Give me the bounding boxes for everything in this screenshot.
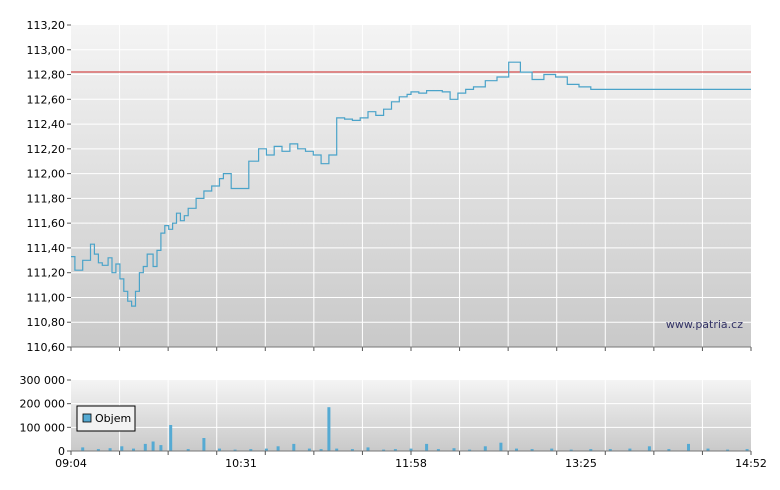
volume-bar — [452, 448, 456, 451]
volume-bar — [249, 449, 253, 451]
volume-bar — [628, 448, 632, 451]
price-tick-label: 112,00 — [27, 168, 66, 181]
volume-bar — [81, 447, 85, 451]
volume-bar — [382, 449, 386, 451]
volume-bar — [589, 449, 593, 451]
volume-bar — [132, 448, 135, 451]
volume-bar — [151, 441, 155, 451]
volume-bar — [515, 448, 518, 451]
volume-bar — [393, 449, 397, 451]
volume-bar — [169, 425, 173, 451]
price-tick-label: 111,00 — [27, 291, 66, 304]
volume-bar — [319, 449, 323, 451]
x-tick-label: 09:04 — [55, 457, 87, 470]
volume-bar — [292, 443, 296, 451]
volume-bar — [569, 449, 573, 451]
volume-bar — [499, 442, 503, 451]
volume-tick-label: 0 — [58, 445, 65, 458]
x-tick-label: 10:31 — [225, 457, 257, 470]
price-tick-label: 113,20 — [27, 19, 66, 32]
volume-bar — [745, 449, 749, 451]
volume-bar — [143, 443, 147, 451]
volume-bar — [608, 449, 612, 451]
volume-bar — [108, 448, 112, 451]
price-tick-label: 110,80 — [27, 316, 66, 329]
volume-bar — [276, 446, 280, 451]
volume-bar — [483, 446, 487, 451]
volume-bar — [366, 447, 370, 451]
volume-bar — [350, 449, 354, 451]
volume-tick-label: 100 000 — [20, 421, 66, 434]
price-series-line — [71, 61, 751, 307]
price-tick-label: 111,40 — [27, 242, 66, 255]
price-tick-label: 112,20 — [27, 143, 66, 156]
volume-bar — [550, 448, 554, 451]
volume-bar — [647, 446, 651, 451]
price-tick-label: 111,80 — [27, 192, 66, 205]
volume-bar — [327, 407, 331, 451]
volume-bar — [307, 448, 311, 451]
x-tick-label: 13:25 — [565, 457, 597, 470]
volume-bar — [218, 448, 221, 451]
x-tick-label: 14:52 — [735, 457, 767, 470]
price-tick-label: 111,20 — [27, 267, 66, 280]
price-tick-label: 112,40 — [27, 118, 66, 131]
price-panel: 113,20 113,00 112,80 112,60 112,40 112,20 112,… — [27, 19, 752, 354]
volume-bar — [186, 449, 190, 451]
price-tick-label: 112,60 — [27, 93, 66, 106]
volume-bar — [687, 443, 690, 451]
watermark: www.patria.cz — [666, 318, 743, 331]
legend: Objem — [76, 405, 136, 432]
volume-bar — [667, 449, 671, 451]
price-tick-label: 110,60 — [27, 341, 66, 354]
volume-bar — [264, 448, 268, 451]
volume-bar — [706, 448, 710, 451]
volume-bar — [425, 443, 429, 451]
volume-bar — [726, 449, 730, 451]
price-tick-label: 113,00 — [27, 44, 66, 57]
volume-bar — [530, 449, 534, 451]
legend-label: Objem — [95, 412, 131, 425]
volume-bar — [159, 445, 163, 451]
volume-bar — [468, 449, 472, 451]
volume-bar — [120, 446, 124, 451]
volume-tick-label: 300 000 — [20, 374, 66, 387]
volume-bar — [202, 438, 206, 451]
volume-bar — [409, 448, 413, 451]
legend-swatch — [82, 413, 92, 423]
x-tick-label: 11:58 — [395, 457, 427, 470]
volume-panel: 300 000 200 000 100 000 0 09:04 10:31 11:58 13… — [20, 374, 767, 470]
volume-bar — [96, 449, 100, 451]
volume-bar — [436, 449, 440, 451]
volume-bar — [233, 449, 237, 451]
volume-tick-label: 200 000 — [20, 398, 66, 411]
price-tick-label: 112,80 — [27, 69, 66, 82]
volume-bar — [335, 448, 339, 451]
price-tick-label: 111,60 — [27, 217, 66, 230]
